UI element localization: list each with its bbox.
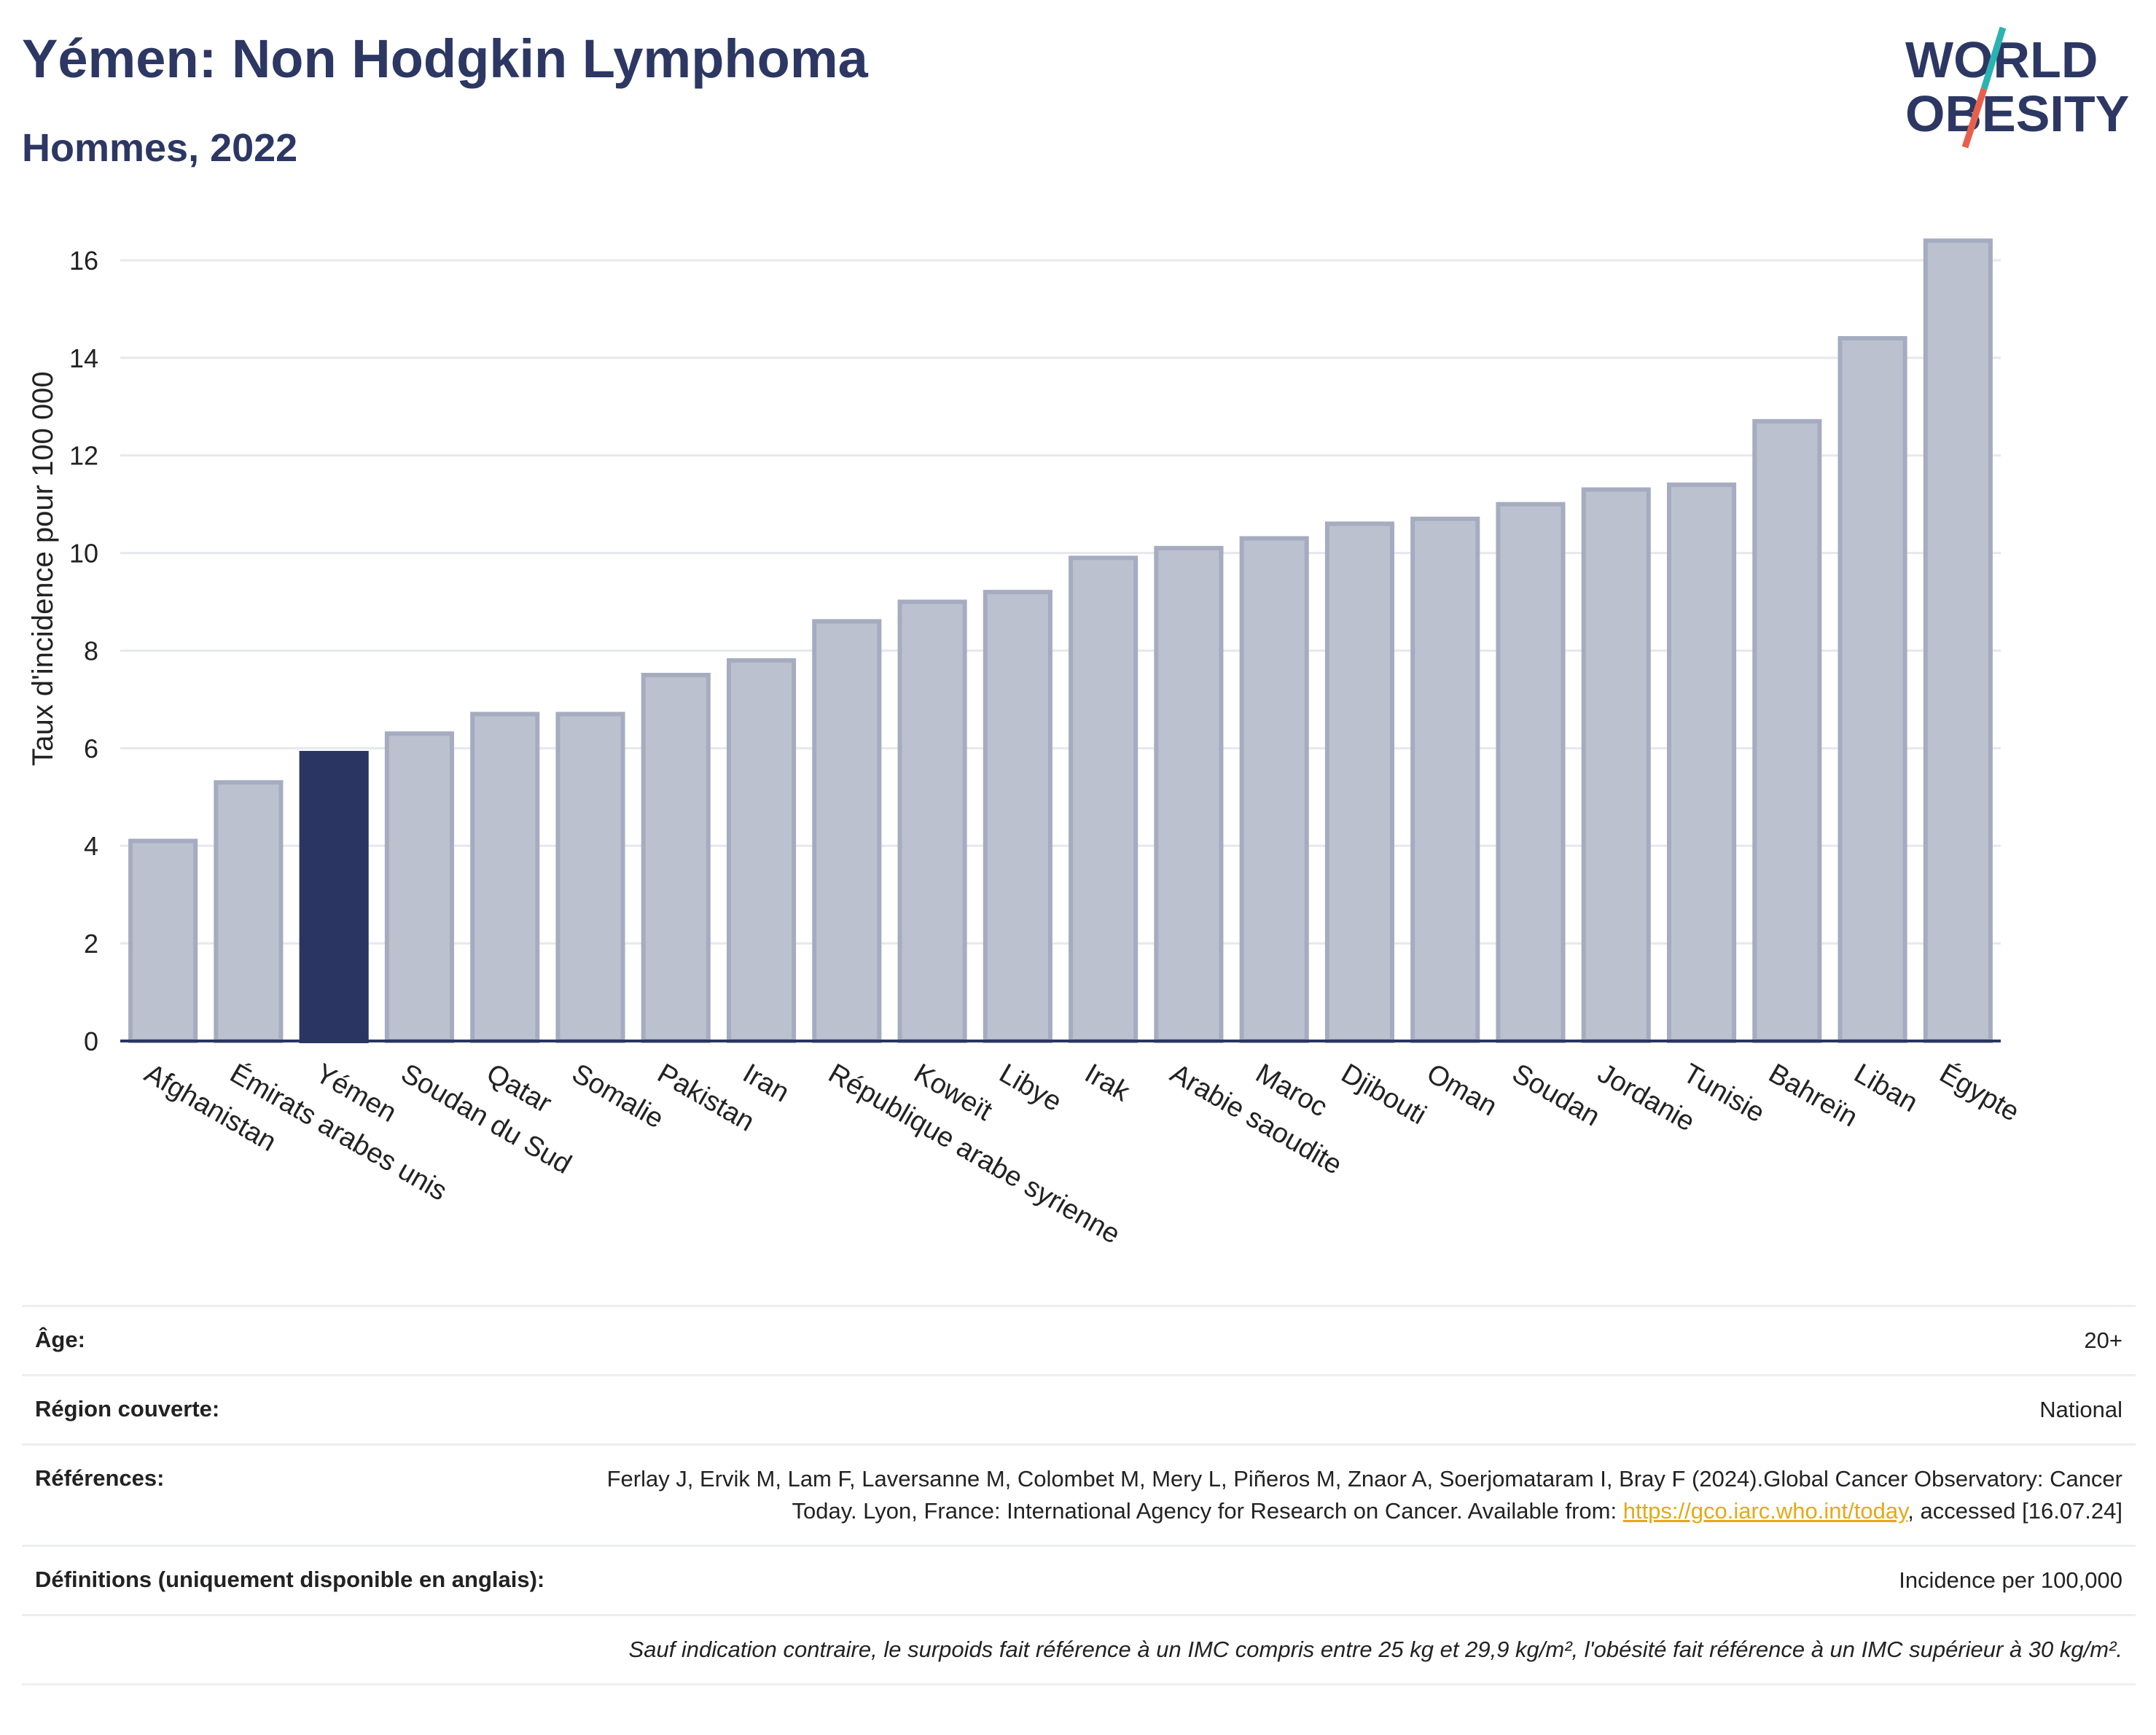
x-tick-label: Djibouti (1336, 1058, 1432, 1131)
x-tick-label: Jordanie (1593, 1058, 1700, 1137)
meta-row-references: Références: Ferlay J, Ervik M, Lam F, La… (22, 1443, 2136, 1545)
bar-21 (1923, 238, 1993, 1044)
bar-6 (641, 672, 711, 1043)
bar-8 (812, 619, 882, 1043)
bar-15 (1410, 516, 1480, 1043)
bar-12 (1154, 545, 1224, 1043)
bar-7 (726, 658, 797, 1043)
bar-0 (128, 838, 198, 1043)
bmi-note: Sauf indication contraire, le surpoids f… (628, 1637, 2122, 1662)
y-tick-label: 10 (69, 539, 98, 569)
region-label: Région couverte: (35, 1396, 220, 1422)
bar-20 (1837, 336, 1907, 1043)
x-tick-label: Iran (738, 1058, 794, 1108)
definitions-value: Incidence per 100,000 (1899, 1567, 2122, 1593)
y-tick-label: 8 (84, 636, 98, 666)
references-value: Ferlay J, Ervik M, Lam F, Laversanne M, … (555, 1463, 2122, 1527)
bar-5 (555, 711, 625, 1044)
chart-title: Yémen: Non Hodgkin Lymphoma (22, 28, 868, 89)
y-tick-label: 14 (69, 343, 98, 373)
logo-slash-red (1961, 87, 1988, 149)
y-tick-label: 0 (84, 1026, 98, 1056)
x-tick-label: Somalie (567, 1058, 669, 1134)
bar-11 (1069, 555, 1138, 1043)
meta-row-region: Région couverte: National (22, 1374, 2136, 1443)
references-link[interactable]: https://gco.iarc.who.int/today (1622, 1498, 1908, 1524)
bars (128, 238, 1993, 1044)
y-tick-label: 4 (84, 831, 98, 861)
age-label: Âge: (35, 1327, 85, 1352)
meta-row-note: Sauf indication contraire, le surpoids f… (22, 1614, 2136, 1685)
logo-slash-teal (1980, 26, 2007, 90)
x-tick-label: Soudan (1507, 1058, 1605, 1132)
references-text: Ferlay J, Ervik M, Lam F, Laversanne M, … (606, 1466, 2122, 1524)
y-tick-label: 16 (69, 246, 98, 276)
bar-14 (1324, 521, 1395, 1043)
references-accessed: , accessed [16.07.24] (1907, 1498, 2122, 1524)
x-tick-label: Pakistan (652, 1058, 759, 1137)
logo-obesity-text: OBESITY (1905, 85, 2129, 142)
x-tick-label: Égypte (1934, 1058, 2025, 1128)
x-tick-label: Libye (994, 1058, 1067, 1118)
references-label: Références: (35, 1465, 165, 1491)
x-tick-label: Irak (1079, 1058, 1136, 1108)
meta-row-definitions: Définitions (uniquement disponible en an… (22, 1545, 2136, 1614)
bar-19 (1752, 418, 1822, 1043)
y-tick-label: 2 (84, 929, 98, 959)
chart-subtitle: Hommes, 2022 (22, 126, 298, 170)
bar-10 (983, 590, 1052, 1043)
world-obesity-logo: WORLD OBESITY (1905, 26, 2129, 149)
meta-row-age: Âge: 20+ (22, 1305, 2136, 1374)
bar-9 (897, 599, 967, 1043)
y-axis-ticks: 0 2 4 6 8 10 12 14 16 (69, 246, 98, 1056)
x-tick-label: Bahreïn (1763, 1058, 1862, 1133)
metadata-table: Âge: 20+ Région couverte: National Référ… (22, 1305, 2136, 1685)
bar-4 (470, 711, 540, 1044)
bar-17 (1581, 487, 1651, 1043)
region-value: National (2039, 1397, 2122, 1422)
bar-2 (299, 751, 369, 1044)
y-tick-label: 6 (84, 733, 98, 763)
x-tick-label: Oman (1421, 1058, 1502, 1122)
age-value: 20+ (2084, 1327, 2122, 1353)
bar-18 (1666, 482, 1737, 1043)
y-axis-label: Taux d'incidence pour 100 000 (27, 371, 59, 765)
bar-13 (1239, 536, 1309, 1043)
bar-16 (1496, 502, 1566, 1043)
definitions-label: Définitions (uniquement disponible en an… (35, 1567, 545, 1592)
y-tick-label: 12 (69, 441, 98, 471)
bar-3 (384, 731, 455, 1043)
bar-1 (214, 780, 284, 1044)
